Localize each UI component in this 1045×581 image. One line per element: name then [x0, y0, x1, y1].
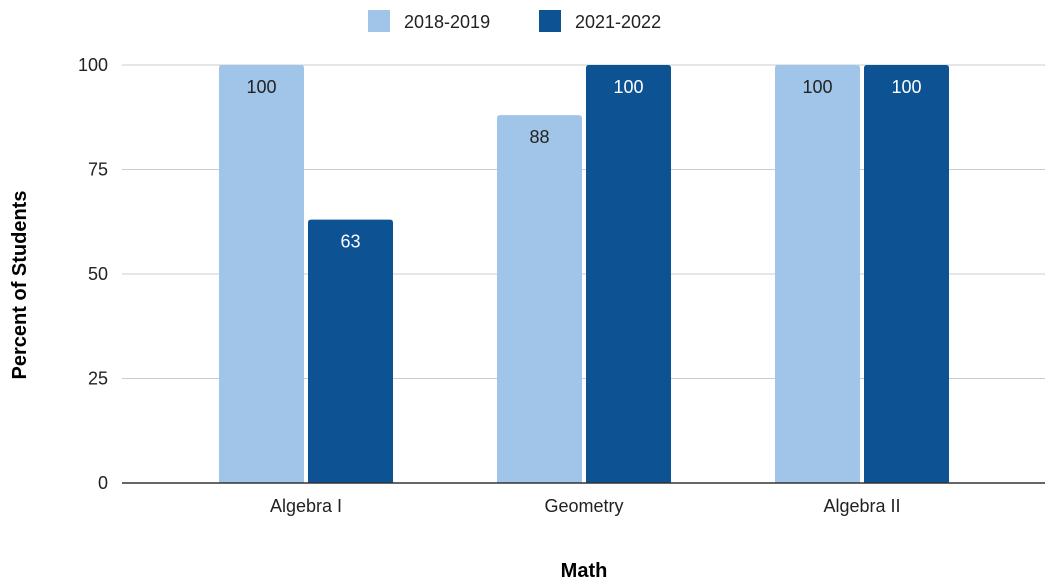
y-tick-label: 100	[78, 55, 108, 75]
data-label: 100	[802, 77, 832, 97]
legend-item: 2021-2022	[539, 10, 661, 32]
x-axis-ticks: Algebra I Geometry Algebra II	[270, 496, 901, 516]
bar	[864, 65, 949, 483]
y-tick-label: 75	[88, 160, 108, 180]
bar	[219, 65, 304, 483]
y-tick-label: 25	[88, 369, 108, 389]
x-tick-label: Algebra II	[823, 496, 900, 516]
x-axis-title: Math	[561, 560, 608, 581]
data-label: 63	[340, 232, 360, 252]
y-tick-label: 0	[98, 473, 108, 493]
bars: 100 63 88 100 100 100	[219, 65, 949, 483]
legend-swatch	[368, 10, 390, 32]
bar	[586, 65, 671, 483]
data-label: 88	[529, 127, 549, 147]
bar	[775, 65, 860, 483]
data-label: 100	[613, 77, 643, 97]
y-tick-label: 50	[88, 264, 108, 284]
bar	[308, 219, 393, 483]
y-axis-title: Percent of Students	[9, 191, 31, 380]
legend-item: 2018-2019	[368, 10, 490, 32]
data-label: 100	[246, 77, 276, 97]
legend: 2018-2019 2021-2022	[368, 10, 661, 32]
bar	[497, 115, 582, 483]
legend-swatch	[539, 10, 561, 32]
x-tick-label: Geometry	[544, 496, 623, 516]
legend-label: 2021-2022	[575, 12, 661, 32]
y-axis-ticks: 0 25 50 75 100	[78, 55, 108, 493]
legend-label: 2018-2019	[404, 12, 490, 32]
data-label: 100	[891, 77, 921, 97]
x-tick-label: Algebra I	[270, 496, 342, 516]
